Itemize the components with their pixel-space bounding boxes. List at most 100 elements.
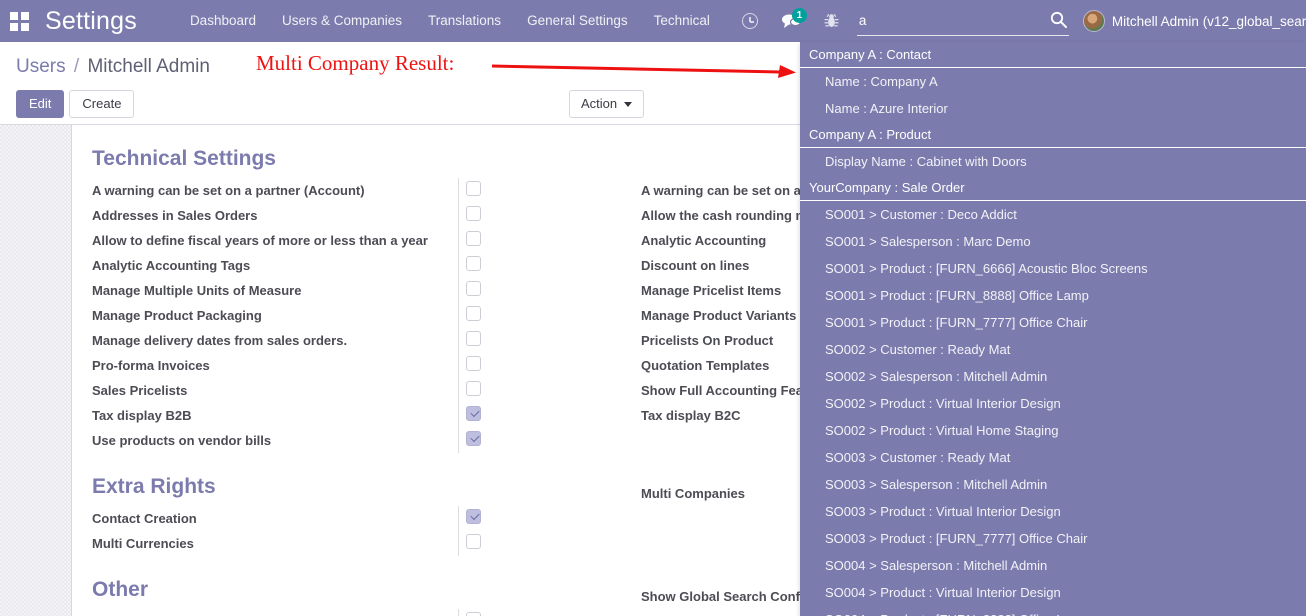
search-result-item[interactable]: SO002 > Customer : Ready Mat xyxy=(825,342,1011,357)
setting-row: Tax display B2C xyxy=(641,403,1116,428)
search-result-item[interactable]: Name : Company A xyxy=(825,74,938,89)
setting-checkbox[interactable] xyxy=(466,356,481,371)
menu-item-technical[interactable]: Technical xyxy=(653,13,710,28)
search-result-item[interactable]: SO004 > Salesperson : Mitchell Admin xyxy=(825,558,1048,573)
search-result-group-header: Company A : Contact xyxy=(800,42,1306,68)
setting-row: Addresses in Sales Orders xyxy=(92,203,567,228)
setting-label: Contact Creation xyxy=(92,511,197,526)
setting-row: Manage Pricelist Items xyxy=(641,278,1116,303)
search-result-item[interactable]: Display Name : Cabinet with Doors xyxy=(825,154,1027,169)
setting-checkbox[interactable] xyxy=(466,534,481,549)
settings-group-right-technical: A warning can be set on a partner (Stock… xyxy=(641,178,1116,428)
search-result-item[interactable]: SO001 > Product : [FURN_8888] Office Lam… xyxy=(825,288,1089,303)
action-dropdown-button[interactable]: Action xyxy=(569,90,645,118)
setting-checkbox[interactable] xyxy=(466,509,481,524)
setting-label: Pro-forma Invoices xyxy=(92,358,210,373)
menu-item-dashboard[interactable]: Dashboard xyxy=(189,13,256,28)
breadcrumb-root[interactable]: Users xyxy=(16,56,66,77)
global-search-input[interactable] xyxy=(856,6,1069,36)
setting-checkbox[interactable] xyxy=(466,331,481,346)
setting-row: Discount on lines xyxy=(641,253,1116,278)
messaging-badge: 1 xyxy=(791,8,807,23)
setting-row: Manage Product Variants xyxy=(641,303,1116,328)
settings-group-technical: A warning can be set on a partner (Accou… xyxy=(92,178,567,453)
setting-checkbox[interactable] xyxy=(466,206,481,221)
search-result-item[interactable]: SO001 > Salesperson : Marc Demo xyxy=(825,234,1031,249)
setting-row: Show Full Accounting Features xyxy=(641,378,1116,403)
global-search-results-dropdown[interactable]: Company A : Contact Name : Company A Nam… xyxy=(800,42,1306,616)
settings-column-left: Technical Settings A warning can be set … xyxy=(92,125,567,616)
messaging-chat-icon[interactable]: 1 xyxy=(774,0,808,42)
app-brand-title: Settings xyxy=(45,6,137,35)
setting-checkbox[interactable] xyxy=(466,256,481,271)
group-divider xyxy=(458,609,459,616)
search-result-item[interactable]: SO003 > Product : Virtual Interior Desig… xyxy=(825,504,1061,519)
setting-row: Multi Currencies xyxy=(92,531,567,556)
search-result-item[interactable]: SO002 > Salesperson : Mitchell Admin xyxy=(825,369,1048,384)
setting-row: Manage delivery dates from sales orders. xyxy=(92,328,567,353)
setting-checkbox[interactable] xyxy=(466,406,481,421)
search-result-item[interactable]: SO001 > Product : [FURN_7777] Office Cha… xyxy=(825,315,1088,330)
setting-label: A warning can be set on a partner (Accou… xyxy=(92,183,365,198)
menu-item-users-companies[interactable]: Users & Companies xyxy=(281,13,403,28)
create-button[interactable]: Create xyxy=(69,90,135,118)
search-result-item[interactable]: SO003 > Customer : Ready Mat xyxy=(825,450,1011,465)
menu-item-general-settings[interactable]: General Settings xyxy=(527,13,628,28)
setting-row: Contact Creation xyxy=(92,506,567,531)
search-result-item[interactable]: SO001 > Customer : Deco Addict xyxy=(825,207,1017,222)
search-result-item[interactable]: SO001 > Product : [FURN_6666] Acoustic B… xyxy=(825,261,1148,276)
search-result-item[interactable]: SO004 > Product : Virtual Interior Desig… xyxy=(825,585,1061,600)
search-result-item[interactable]: SO002 > Product : Virtual Interior Desig… xyxy=(825,396,1061,411)
setting-label: Multi Companies xyxy=(641,486,746,501)
setting-row: Manage Multiple Units of Measure xyxy=(92,278,567,303)
setting-label: Addresses in Sales Orders xyxy=(92,208,258,223)
setting-label: Manage Multiple Units of Measure xyxy=(92,283,302,298)
setting-checkbox[interactable] xyxy=(466,431,481,446)
setting-checkbox[interactable] xyxy=(466,612,481,616)
setting-label: Pricelists On Product xyxy=(641,333,774,348)
action-dropdown-label: Action xyxy=(581,96,618,111)
bug-icon[interactable] xyxy=(818,0,846,42)
global-search-box xyxy=(856,0,1069,42)
edit-button[interactable]: Edit xyxy=(16,90,65,118)
apps-grid-icon[interactable] xyxy=(10,10,29,32)
setting-checkbox[interactable] xyxy=(466,381,481,396)
search-result-item[interactable]: SO004 > Product : [FURN_8888] Office Lam… xyxy=(800,606,1306,616)
setting-checkbox[interactable] xyxy=(466,231,481,246)
setting-label: Analytic Accounting Tags xyxy=(92,258,251,273)
settings-group-extra-rights: Contact Creation Multi Currencies xyxy=(92,506,567,556)
setting-row: Analytic Accounting xyxy=(641,228,1116,253)
search-result-group-header: Company A : Product xyxy=(800,122,1306,148)
setting-row: A warning can be set on a partner (Accou… xyxy=(92,178,567,203)
menu-item-translations[interactable]: Translations xyxy=(428,13,502,28)
setting-label: Allow to define fiscal years of more or … xyxy=(92,233,428,248)
setting-row: Allow to define fiscal years of more or … xyxy=(92,228,567,253)
top-navbar: Settings Dashboard Users & Companies Tra… xyxy=(0,0,1306,42)
user-menu[interactable]: Mitchell Admin (v12_global_search) xyxy=(1082,10,1306,32)
search-result-item[interactable]: SO003 > Product : [FURN_7777] Office Cha… xyxy=(825,531,1088,546)
setting-label: Analytic Accounting xyxy=(641,233,767,248)
search-result-group-header: YourCompany : Sale Order xyxy=(800,175,1306,201)
search-result-item[interactable]: Name : Azure Interior xyxy=(825,101,948,116)
setting-checkbox[interactable] xyxy=(466,181,481,196)
group-title-extra-rights: Extra Rights xyxy=(92,475,216,498)
setting-checkbox[interactable] xyxy=(466,306,481,321)
search-result-item[interactable]: SO002 > Product : Virtual Home Staging xyxy=(825,423,1059,438)
group-title-other: Other xyxy=(92,578,149,601)
setting-row: Access to Private Addresses xyxy=(92,609,567,616)
navbar-right-tools: 1 xyxy=(731,0,1306,42)
activities-clock-icon[interactable] xyxy=(736,0,764,42)
setting-label: Sales Pricelists xyxy=(92,383,188,398)
setting-label: Manage Product Variants xyxy=(641,308,797,323)
record-buttons: Edit Create xyxy=(16,90,135,118)
setting-label: Quotation Templates xyxy=(641,358,770,373)
setting-row: Pro-forma Invoices xyxy=(92,353,567,378)
setting-row: Manage Product Packaging xyxy=(92,303,567,328)
setting-row: Sales Pricelists xyxy=(92,378,567,403)
group-title-technical-settings: Technical Settings xyxy=(92,147,276,170)
setting-checkbox[interactable] xyxy=(466,281,481,296)
search-icon[interactable] xyxy=(1050,11,1067,33)
group-divider xyxy=(458,506,459,556)
search-result-item[interactable]: SO003 > Salesperson : Mitchell Admin xyxy=(825,477,1048,492)
